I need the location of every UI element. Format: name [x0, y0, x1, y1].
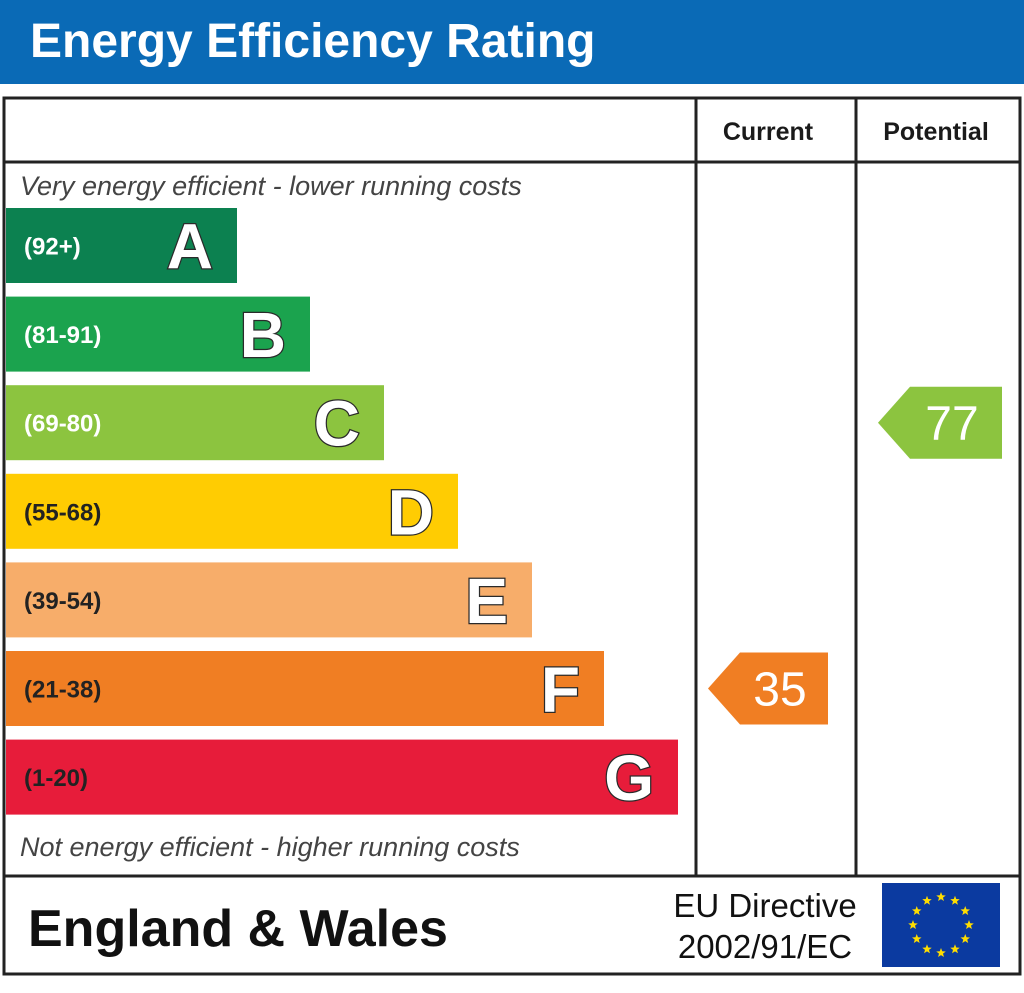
- band-b: (81-91) B: [6, 296, 310, 372]
- eu-star: [922, 944, 932, 954]
- band-letter-f: F: [541, 654, 580, 726]
- band-g: (1-20) G: [6, 739, 678, 815]
- current-arrow-shape: [708, 652, 828, 725]
- band-range-g: (1-20): [24, 765, 88, 792]
- band-bar-g: [6, 739, 678, 815]
- potential-column-header: Potential: [883, 118, 989, 146]
- eu-star: [950, 944, 960, 954]
- region-label: England & Wales: [28, 900, 448, 958]
- eu-star: [912, 934, 922, 944]
- band-a: (92+) A: [6, 208, 237, 284]
- potential-arrow-shape: [878, 386, 1002, 459]
- chart-frame: [2, 96, 1022, 976]
- band-range-c: (69-80): [24, 411, 101, 438]
- eu-star: [912, 906, 922, 916]
- eu-star: [950, 895, 960, 905]
- band-bar-b: [6, 296, 310, 372]
- potential-rating-arrow: 77: [878, 386, 1002, 459]
- bottom-note: Not energy efficient - higher running co…: [20, 832, 520, 862]
- band-letter-e: E: [465, 565, 508, 637]
- chart-title: Energy Efficiency Rating: [30, 15, 596, 68]
- eu-star: [960, 906, 970, 916]
- eu-star: [922, 895, 932, 905]
- eu-star: [960, 934, 970, 944]
- current-rating-value: 35: [753, 664, 806, 717]
- eu-star: [936, 892, 946, 902]
- band-d: (55-68) D: [6, 473, 458, 550]
- band-letter-d: D: [388, 476, 434, 548]
- current-rating-arrow: 35: [708, 652, 828, 725]
- eu-star: [908, 920, 918, 930]
- top-note: Very energy efficient - lower running co…: [20, 171, 522, 201]
- title-bar: Energy Efficiency Rating: [0, 0, 1024, 84]
- band-bar-f: [6, 651, 604, 726]
- band-bar-d: [6, 473, 458, 549]
- directive-line-1: EU Directive: [673, 887, 856, 924]
- current-column-header: Current: [723, 118, 814, 146]
- eu-star: [964, 920, 974, 930]
- band-range-d: (55-68): [24, 499, 101, 526]
- band-letter-b: B: [240, 299, 286, 371]
- band-range-a: (92+): [24, 234, 81, 261]
- band-letter-g: G: [604, 742, 654, 814]
- band-f: (21-38) F: [6, 651, 604, 727]
- band-bar-e: [6, 562, 532, 638]
- band-e: (39-54) E: [6, 562, 532, 638]
- band-bar-c: [6, 385, 384, 461]
- directive-line-2: 2002/91/EC: [678, 928, 852, 965]
- rating-bands: (92+) A (81-91) B (69-80) C (55-68) D (39-54) E (2…: [6, 208, 678, 815]
- band-letter-a: A: [167, 211, 213, 283]
- band-letter-c: C: [314, 388, 360, 460]
- eu-star: [936, 948, 946, 958]
- score-arrows: 35 77: [708, 386, 1002, 725]
- band-c: (69-80) C: [6, 385, 384, 461]
- eu-flag-icon: [882, 883, 1000, 967]
- band-range-b: (81-91): [24, 322, 101, 349]
- band-bar-a: [6, 208, 237, 283]
- potential-rating-value: 77: [925, 398, 978, 451]
- band-range-f: (21-38): [24, 677, 101, 704]
- band-range-e: (39-54): [24, 588, 101, 615]
